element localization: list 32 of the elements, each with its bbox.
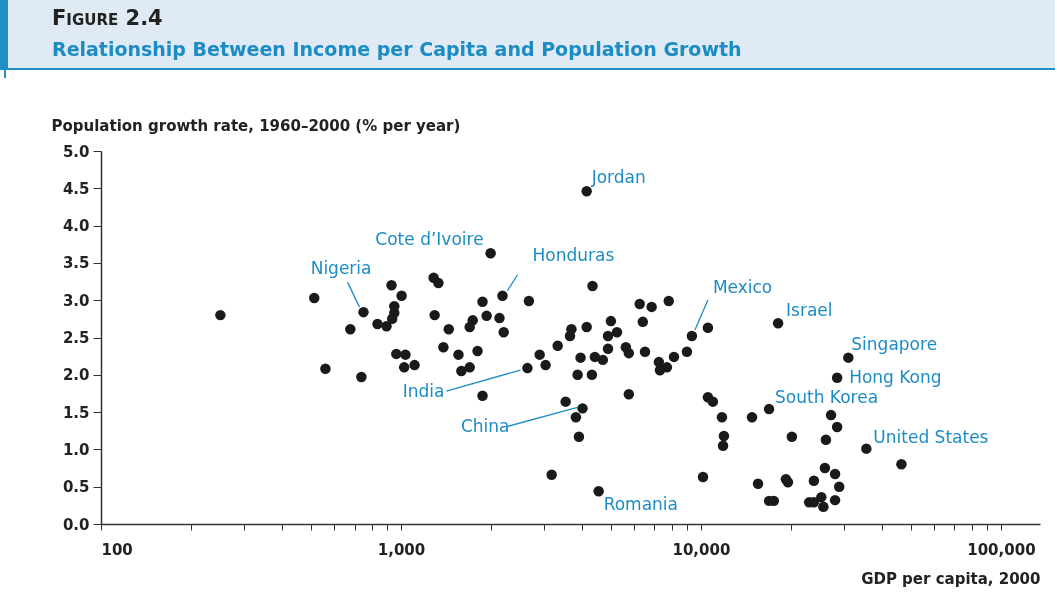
x-axis-title: GDP per capita, 2000 [861, 569, 1041, 588]
y-tick-label: 3.5 [62, 254, 90, 273]
x-tick-label: 1,000 [377, 540, 426, 559]
y-tick-label: 3.0 [62, 291, 90, 310]
y-tick-label: 2.5 [62, 329, 90, 347]
annotation: Jordan [590, 167, 646, 188]
y-tick-label: 0.0 [62, 515, 90, 534]
y-tick-label: 2.0 [62, 366, 90, 385]
chart-title: Figure 2.4 [52, 6, 163, 30]
x-tick-label: 100,000 [967, 540, 1036, 559]
annotation: South Korea [775, 387, 879, 408]
annotation: India [402, 381, 445, 402]
y-tick-label: 4.0 [62, 217, 90, 236]
annotation: United States [873, 426, 989, 447]
annotation: Mexico [712, 277, 773, 298]
annotation: Romania [603, 494, 678, 515]
annotation: Cote d’Ivoire [375, 229, 484, 250]
y-tick-label: 1.5 [62, 403, 90, 422]
annotation: Honduras [532, 244, 615, 265]
y-tick-label: 0.5 [62, 478, 90, 497]
y-tick-label: 1.0 [62, 440, 90, 459]
y-axis-title: Population growth rate, 1960–2000 (% per year) [51, 116, 461, 135]
annotation: Israel [786, 300, 833, 321]
annotation: Hong Kong [849, 366, 942, 387]
annotation: Nigeria [310, 258, 372, 279]
annotation: China [460, 416, 510, 437]
chart-subtitle: Relationship Between Income per Capita and Population Growth [52, 38, 742, 60]
annotation: Singapore [851, 333, 938, 354]
x-tick-label: 100 [101, 540, 133, 559]
y-tick-label: 5.0 [62, 142, 90, 161]
x-tick-label: 10,000 [672, 540, 731, 559]
y-tick-label: 4.5 [62, 179, 90, 198]
